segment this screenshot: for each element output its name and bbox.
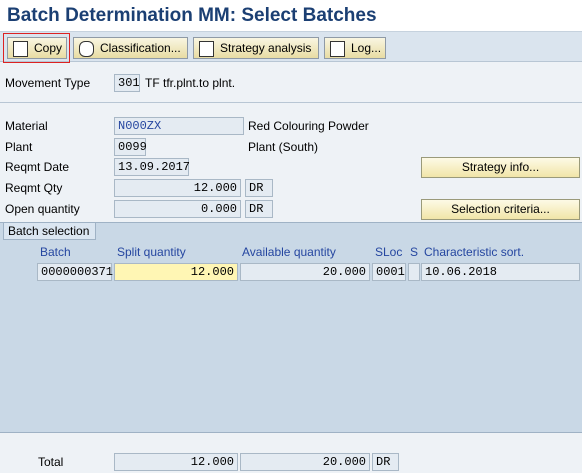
- tab[interactable]: Batch selection: [3, 222, 96, 240]
- selection-criteria-button[interactable]: Selection criteria...: [421, 199, 580, 220]
- classification-button[interactable]: Classification...: [73, 37, 188, 59]
- batch-panel: [0, 222, 582, 433]
- field: 12.000: [114, 453, 238, 471]
- field: DR: [245, 200, 273, 218]
- field: DR: [372, 453, 399, 471]
- column-header: Available quantity: [242, 245, 336, 259]
- log-button[interactable]: Log...: [324, 37, 386, 59]
- title-bar: Batch Determination MM: Select Batches: [0, 0, 582, 32]
- cell: 0000000371: [37, 263, 113, 281]
- label: Movement Type: [5, 76, 91, 90]
- strategy-info-button[interactable]: Strategy info...: [421, 157, 580, 178]
- field: 0099: [114, 138, 147, 156]
- button-label: Log...: [351, 41, 382, 55]
- text: TF tfr.plnt.to plnt.: [145, 76, 236, 90]
- button-label: Strategy analysis: [220, 41, 312, 55]
- label: Open quantity: [5, 202, 80, 216]
- label: Reqmt Date: [5, 160, 70, 174]
- field: 20.000: [240, 453, 370, 471]
- strategy-analysis-button[interactable]: Strategy analysis: [193, 37, 319, 59]
- cell: 0001: [372, 263, 406, 281]
- cell: 20.000: [240, 263, 370, 281]
- label: Plant: [5, 140, 33, 154]
- column-header: S: [410, 245, 419, 259]
- cell[interactable]: 12.000: [114, 263, 238, 281]
- field: 301: [114, 74, 140, 92]
- copy-button[interactable]: Copy: [7, 37, 67, 59]
- column-header: Split quantity: [117, 245, 186, 259]
- cell: [408, 263, 420, 281]
- button-label: Copy: [34, 41, 63, 55]
- label: Reqmt Qty: [5, 181, 63, 195]
- field: 13.09.2017: [114, 158, 190, 176]
- focus-frame: [3, 33, 70, 63]
- column-header: SLoc: [375, 245, 403, 259]
- button-label: Classification...: [100, 41, 181, 55]
- text: Red Colouring Powder: [248, 119, 369, 133]
- label: Material: [5, 119, 48, 133]
- text: Plant (South): [248, 140, 319, 154]
- field: DR: [245, 179, 273, 197]
- label: Total: [38, 455, 64, 469]
- field: N000ZX: [114, 117, 244, 135]
- separator: [0, 102, 582, 103]
- field: 12.000: [114, 179, 241, 197]
- column-header: Characteristic sort.: [424, 245, 525, 259]
- title: Batch Determination MM: Select Batches: [7, 5, 377, 26]
- cell: 10.06.2018: [421, 263, 580, 281]
- column-header: Batch: [40, 245, 71, 259]
- field: 0.000: [114, 200, 241, 218]
